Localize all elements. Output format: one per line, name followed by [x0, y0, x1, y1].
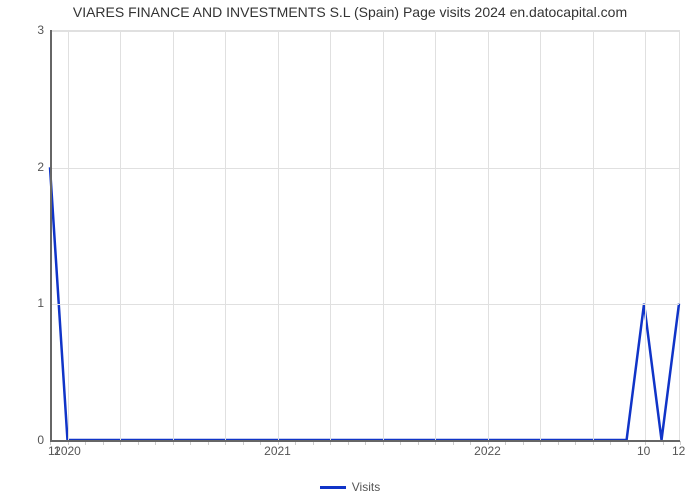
legend: Visits — [0, 480, 700, 494]
gridline-v — [593, 31, 594, 440]
gridline-v — [645, 31, 646, 440]
chart-container: VIARES FINANCE AND INVESTMENTS S.L (Spai… — [0, 0, 700, 500]
x-tick-label: 2022 — [458, 444, 518, 458]
gridline-v — [120, 31, 121, 440]
gridline-v — [278, 31, 279, 440]
chart-title: VIARES FINANCE AND INVESTMENTS S.L (Spai… — [0, 4, 700, 20]
y-tick-label: 1 — [4, 296, 44, 310]
plot-area — [50, 30, 680, 440]
x-axis-corner-right-label-b: 12 — [672, 444, 685, 458]
x-axis-corner-right-label-a: 10 — [637, 444, 650, 458]
y-axis-line — [50, 30, 52, 440]
y-tick-label: 3 — [4, 23, 44, 37]
gridline-v — [540, 31, 541, 440]
legend-label: Visits — [352, 480, 380, 494]
legend-swatch — [320, 486, 346, 489]
gridline-h — [50, 31, 679, 32]
gridline-v — [488, 31, 489, 440]
gridline-v — [383, 31, 384, 440]
x-axis-corner-left-label: 11 — [48, 444, 60, 458]
x-tick-label: 2021 — [248, 444, 308, 458]
gridline-h — [50, 168, 679, 169]
gridline-v — [330, 31, 331, 440]
gridline-h — [50, 304, 679, 305]
gridline-v — [435, 31, 436, 440]
y-tick-label: 2 — [4, 160, 44, 174]
x-tick-label: 2020 — [38, 444, 98, 458]
gridline-v — [225, 31, 226, 440]
visits-line — [50, 31, 679, 440]
gridline-v — [173, 31, 174, 440]
gridline-v — [68, 31, 69, 440]
x-axis-line — [50, 440, 680, 442]
